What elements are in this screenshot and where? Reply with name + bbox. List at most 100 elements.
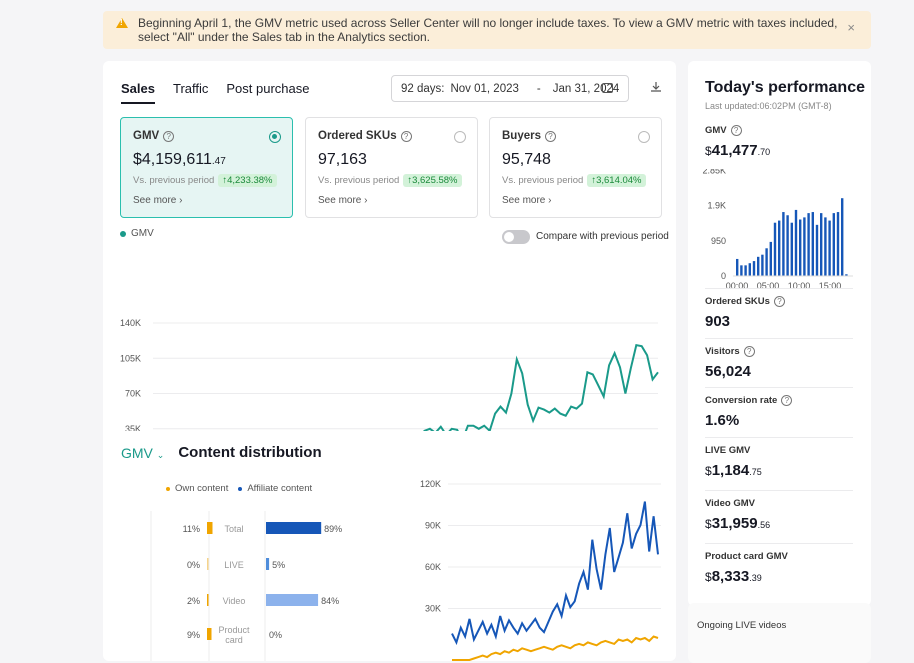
content-distribution-chart: 11% Total 89% 0% LIVE 5% 2% Video 84% 9% Productca… <box>150 511 342 661</box>
calendar-icon <box>602 83 613 93</box>
today-conversion-value: 1.6% <box>705 412 740 429</box>
affiliate-percent-label: 0% <box>269 630 282 640</box>
legend-own: Own content <box>166 483 228 494</box>
gmv-line-chart: 140K105K70K35K0Nov 01Nov 07Nov 13Nov 19N… <box>120 318 659 431</box>
today-conversion-rate: Conversion rate? 1.6% <box>705 395 853 429</box>
kpi-skus-value: 97,163 <box>318 151 367 168</box>
see-more-label: See more <box>502 195 546 206</box>
info-icon: ? <box>730 125 742 136</box>
kpi-buyers-label: Buyers <box>502 130 541 142</box>
hourly-gmv-bar <box>782 212 785 276</box>
tab-traffic[interactable]: Traffic <box>172 81 209 96</box>
sales-analytics-card: Sales Traffic Post purchase 92 days: Nov… <box>103 61 676 661</box>
kpi-buyers-compare-label: Vs. previous period <box>502 175 584 186</box>
today-live-gmv: LIVE GMV $1,184.75 <box>705 445 853 479</box>
kpi-skus-see-more[interactable]: See more › <box>318 195 368 206</box>
kpi-gmv-compare-label: Vs. previous period <box>133 175 215 186</box>
y-tick-label: 90K <box>425 521 441 531</box>
today-live-gmv-decimals: .75 <box>749 467 762 477</box>
currency: $ <box>705 144 712 158</box>
hourly-gmv-bar <box>841 198 844 276</box>
legend-dot <box>238 486 243 491</box>
divider <box>705 437 853 438</box>
own-percent-label: 2% <box>187 596 200 606</box>
y-tick-label: 140K <box>120 318 141 328</box>
today-gmv-value: 41,477 <box>711 142 758 159</box>
content-distribution-title: Content distribution <box>178 444 322 461</box>
hourly-gmv-bar <box>736 258 739 276</box>
category-label: Total <box>224 524 243 534</box>
hourly-gmv-bar <box>828 220 831 276</box>
warning-icon <box>116 18 128 28</box>
see-more-label: See more <box>318 195 362 206</box>
kpi-gmv-radio[interactable] <box>269 131 281 143</box>
info-icon: ? <box>781 395 793 406</box>
legend-dot <box>120 230 126 237</box>
hourly-gmv-bar <box>778 220 781 276</box>
kpi-gmv-label: GMV <box>133 130 160 142</box>
kpi-ordered-skus[interactable]: Ordered SKUs? 97,163 Vs. previous period… <box>305 117 478 218</box>
compare-toggle[interactable] <box>502 230 530 244</box>
own-content-bar <box>207 628 212 640</box>
hourly-gmv-bar <box>740 265 743 276</box>
kpi-buyers-change-value: 3,614.04% <box>596 175 642 186</box>
hourly-gmv-bar <box>752 261 756 276</box>
see-more-label: See more <box>133 195 177 206</box>
today-product-card-decimals: .39 <box>749 573 762 583</box>
metric-select[interactable]: GMV ⌄ <box>121 445 164 461</box>
kpi-buyers[interactable]: Buyers? 95,748 Vs. previous period ↑3,614… <box>489 117 662 218</box>
own-content-bar <box>207 522 213 534</box>
kpi-buyers-value: 95,748 <box>502 151 551 168</box>
kpi-skus-change: ↑3,625.58% <box>403 174 462 187</box>
info-icon: ? <box>163 130 175 142</box>
kpi-gmv[interactable]: GMV? $4,159,611.47 Vs. previous period ↑4… <box>120 117 293 218</box>
date-start: Nov 01, 2023 <box>450 82 519 95</box>
content-trend-chart: 120K 90K 60K 30K <box>420 479 661 661</box>
content-legend: Own content Affiliate content <box>166 483 312 494</box>
hourly-gmv-bar <box>807 213 810 276</box>
close-icon[interactable]: × <box>847 20 855 35</box>
category-label: Product <box>218 625 250 635</box>
currency: $ <box>705 517 712 531</box>
kpi-buyers-see-more[interactable]: See more › <box>502 195 552 206</box>
today-live-gmv-label: LIVE GMV <box>705 445 751 456</box>
affiliate-percent-label: 5% <box>272 560 285 570</box>
kpi-gmv-see-more[interactable]: See more › <box>133 195 183 206</box>
download-icon[interactable] <box>650 81 662 93</box>
hourly-gmv-bar <box>803 217 806 276</box>
today-visitors-label: Visitors <box>705 346 740 357</box>
tab-post-purchase[interactable]: Post purchase <box>226 81 310 96</box>
compare-toggle-label: Compare with previous period <box>536 231 669 242</box>
affiliate-content-bar <box>266 594 319 606</box>
tax-notice-banner: Beginning April 1, the GMV metric used a… <box>103 11 871 49</box>
today-gmv-decimals: .70 <box>757 147 771 157</box>
info-icon: ? <box>773 296 785 307</box>
kpi-buyers-radio[interactable] <box>638 131 650 143</box>
hourly-gmv-bar <box>748 263 751 276</box>
today-gmv-label: GMV <box>705 125 727 136</box>
legend-affiliate: Affiliate content <box>238 483 312 494</box>
kpi-skus-radio[interactable] <box>454 131 466 143</box>
tab-sales[interactable]: Sales <box>121 81 155 104</box>
kpi-gmv-decimals: .47 <box>211 156 226 167</box>
kpi-skus-change-value: 3,625.58% <box>412 175 458 186</box>
x-tick-label: 10:00 <box>788 281 811 291</box>
analytics-tabs: Sales Traffic Post purchase <box>121 81 310 104</box>
kpi-gmv-change: ↑4,233.38% <box>218 174 277 187</box>
divider <box>705 490 853 491</box>
gmv-chart-legend: GMV <box>120 228 154 239</box>
today-ordered-skus: Ordered SKUs? 903 <box>705 296 853 330</box>
today-live-gmv-value: 1,184 <box>711 462 750 479</box>
y-tick-label: 70K <box>125 389 141 399</box>
y-tick-label: 0 <box>721 271 726 281</box>
kpi-gmv-value: 4,159,611 <box>141 151 212 168</box>
info-icon: ? <box>400 130 412 142</box>
date-range-picker[interactable]: 92 days: Nov 01, 2023 - Jan 31, 2024 <box>391 75 629 102</box>
kpi-skus-compare-label: Vs. previous period <box>318 175 400 186</box>
affiliate-content-bar <box>266 558 270 570</box>
banner-text: Beginning April 1, the GMV metric used a… <box>138 16 838 44</box>
today-visitors: Visitors? 56,024 <box>705 346 853 380</box>
affiliate-percent-label: 84% <box>321 596 339 606</box>
y-tick-label: 60K <box>425 562 441 572</box>
info-icon: ? <box>743 346 755 357</box>
